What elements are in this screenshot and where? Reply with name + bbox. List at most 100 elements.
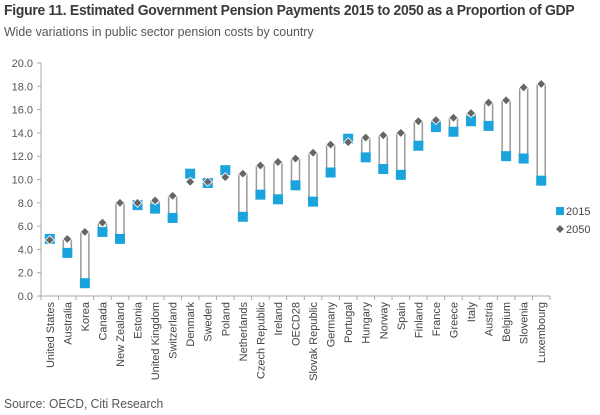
x-tick-label: Italy bbox=[466, 302, 478, 323]
marker-2050 bbox=[220, 172, 231, 183]
y-tick-label: 14.0 bbox=[12, 128, 33, 140]
marker-2050 bbox=[167, 190, 178, 201]
x-tick-label: Korea bbox=[80, 301, 92, 331]
range-bar bbox=[80, 231, 90, 284]
marker-2050 bbox=[325, 139, 336, 150]
category-group bbox=[343, 133, 354, 148]
marker-2015 bbox=[62, 247, 73, 258]
legend-label-2050: 2050 bbox=[566, 224, 590, 236]
marker-2015 bbox=[255, 189, 266, 200]
marker-2015 bbox=[325, 167, 336, 178]
marker-2050 bbox=[465, 108, 477, 119]
y-tick-label: 2.0 bbox=[18, 268, 33, 280]
marker-2050 bbox=[501, 95, 512, 106]
legend: 2015 2050 bbox=[556, 206, 590, 236]
x-tick-label: OECD28 bbox=[291, 302, 303, 346]
category-group bbox=[44, 233, 55, 246]
x-tick-label: Austria bbox=[484, 301, 496, 336]
y-tick-label: 0.0 bbox=[18, 291, 33, 303]
x-tick-label: United Kingdom bbox=[150, 302, 162, 380]
category-group bbox=[255, 160, 266, 200]
y-tick-label: 16.0 bbox=[12, 105, 33, 117]
x-axis: United States Australia Korea Canada New Zea… bbox=[40, 295, 551, 381]
marker-2050 bbox=[44, 235, 55, 246]
range-bar bbox=[396, 132, 406, 176]
category-group bbox=[185, 168, 196, 187]
chart-title: Figure 11. Estimated Government Pension … bbox=[4, 2, 575, 19]
x-tick-label: France bbox=[431, 302, 443, 336]
x-tick-label: Slovenia bbox=[519, 301, 531, 344]
category-group bbox=[272, 156, 284, 205]
marker-2050 bbox=[413, 116, 424, 127]
marker-2050 bbox=[62, 233, 73, 244]
category-group bbox=[395, 127, 406, 180]
y-tick-label: 18.0 bbox=[12, 81, 33, 93]
marker-2050 bbox=[378, 130, 389, 141]
x-tick-label: Estonia bbox=[133, 301, 145, 339]
x-tick-label: Netherlands bbox=[238, 302, 250, 362]
category-group bbox=[536, 78, 547, 186]
marker-2050 bbox=[430, 115, 441, 126]
marker-2015 bbox=[448, 126, 459, 137]
marker-2015 bbox=[272, 194, 283, 205]
category-group bbox=[290, 153, 301, 191]
x-tick-label: Slovak Republic bbox=[308, 302, 320, 381]
marker-2015 bbox=[167, 212, 178, 223]
y-tick-label: 6.0 bbox=[18, 221, 33, 233]
marker-2050 bbox=[518, 82, 529, 93]
category-group bbox=[167, 190, 178, 223]
marker-2050 bbox=[114, 197, 126, 208]
y-tick-label: 10.0 bbox=[12, 175, 33, 187]
x-tick-label: Germany bbox=[326, 302, 338, 348]
marker-2050 bbox=[290, 153, 301, 164]
range-bar bbox=[378, 134, 389, 170]
category-group bbox=[114, 197, 126, 244]
range-bar bbox=[238, 172, 248, 218]
source-note: Source: OECD, Citi Research bbox=[4, 396, 164, 411]
x-tick-label: Finland bbox=[413, 302, 425, 338]
range-bar bbox=[308, 151, 318, 203]
x-tick-label: United States bbox=[45, 302, 57, 369]
marker-2015 bbox=[413, 140, 424, 151]
marker-2015 bbox=[395, 169, 406, 180]
marker-2050 bbox=[343, 137, 354, 148]
category-group bbox=[483, 97, 494, 131]
x-tick-label: Switzerland bbox=[168, 302, 180, 359]
category-group bbox=[307, 147, 319, 207]
category-group bbox=[413, 116, 424, 151]
x-tick-label: Ireland bbox=[273, 302, 285, 336]
marker-2015 bbox=[501, 151, 512, 162]
category-group bbox=[220, 165, 231, 183]
marker-2015 bbox=[430, 122, 441, 133]
chart-subtitle: Wide variations in public sector pension… bbox=[4, 24, 314, 39]
x-tick-label: Hungary bbox=[361, 302, 373, 344]
marker-2050 bbox=[237, 168, 248, 179]
marker-2050 bbox=[202, 176, 213, 187]
marker-2015 bbox=[290, 180, 301, 191]
marker-2015 bbox=[483, 120, 494, 131]
category-group bbox=[501, 95, 512, 162]
category-group bbox=[132, 197, 143, 211]
marker-2015 bbox=[79, 278, 90, 289]
marker-2015 bbox=[220, 165, 231, 176]
marker-2050 bbox=[97, 217, 108, 228]
y-axis: 0.0 2.0 4.0 6.0 8.0 10.0 12.0 14.0 16.0 18.0 20.0 bbox=[12, 58, 42, 303]
marker-2015 bbox=[237, 211, 248, 222]
category-group bbox=[62, 233, 73, 258]
x-tick-label: Sweden bbox=[203, 302, 215, 342]
marker-2015 bbox=[378, 164, 389, 175]
category-group bbox=[430, 115, 441, 133]
marker-2050 bbox=[307, 147, 319, 158]
y-tick-label: 20.0 bbox=[12, 58, 33, 70]
category-group bbox=[97, 217, 108, 237]
marker-2050 bbox=[272, 156, 284, 168]
marker-2050 bbox=[79, 226, 90, 237]
marker-2050 bbox=[483, 97, 494, 108]
x-tick-label: Luxembourg bbox=[536, 302, 548, 363]
marker-2015 bbox=[536, 175, 547, 186]
x-tick-label: Greece bbox=[448, 302, 460, 338]
category-group bbox=[325, 139, 336, 178]
y-tick-label: 8.0 bbox=[18, 198, 33, 210]
marker-2050 bbox=[255, 160, 266, 171]
range-bar bbox=[501, 99, 511, 157]
